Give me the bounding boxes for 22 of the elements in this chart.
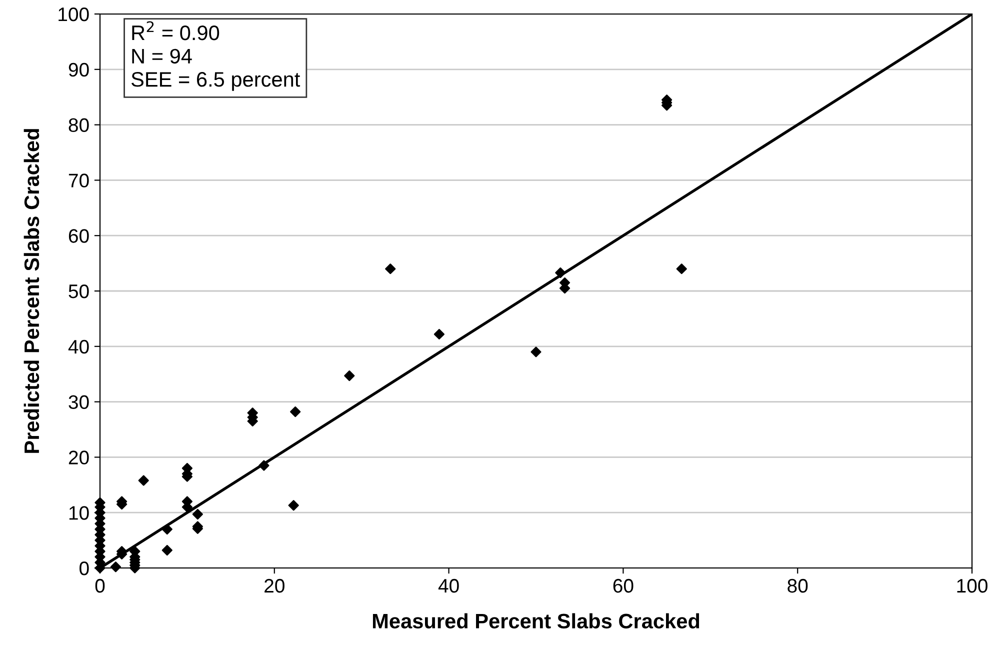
y-tick-label: 80 xyxy=(68,118,89,132)
y-tick-label: 20 xyxy=(68,450,89,464)
y-tick-label: 90 xyxy=(68,62,89,77)
y-tick-label: 40 xyxy=(68,340,89,354)
x-tick-label: 0 xyxy=(95,578,105,593)
annotation: R$^{2}$ = 0.90 xyxy=(132,21,220,40)
x-tick-label: 60 xyxy=(613,578,634,593)
y-tick-label: 50 xyxy=(68,284,89,298)
x-tick-label: 80 xyxy=(788,578,808,593)
y-tick-label: 70 xyxy=(68,174,89,188)
x-axis-title: Measured Percent Slabs Cracked xyxy=(372,613,700,629)
y-tick-label: 60 xyxy=(68,229,89,243)
y-tick-label: 0 xyxy=(80,561,89,576)
y-axis-title: Predicted Percent Slabs Cracked xyxy=(24,129,40,453)
annotation: N = 94 xyxy=(132,48,192,64)
x-tick-label: 40 xyxy=(438,578,459,593)
y-tick-label: 30 xyxy=(68,395,89,410)
y-tick-label: 10 xyxy=(69,506,89,520)
x-tick-label: 100 xyxy=(957,578,988,593)
annotation: SEE = 6.5 percent xyxy=(131,72,300,91)
y-tick-label: 100 xyxy=(58,7,89,22)
x-tick-label: 20 xyxy=(264,578,284,593)
